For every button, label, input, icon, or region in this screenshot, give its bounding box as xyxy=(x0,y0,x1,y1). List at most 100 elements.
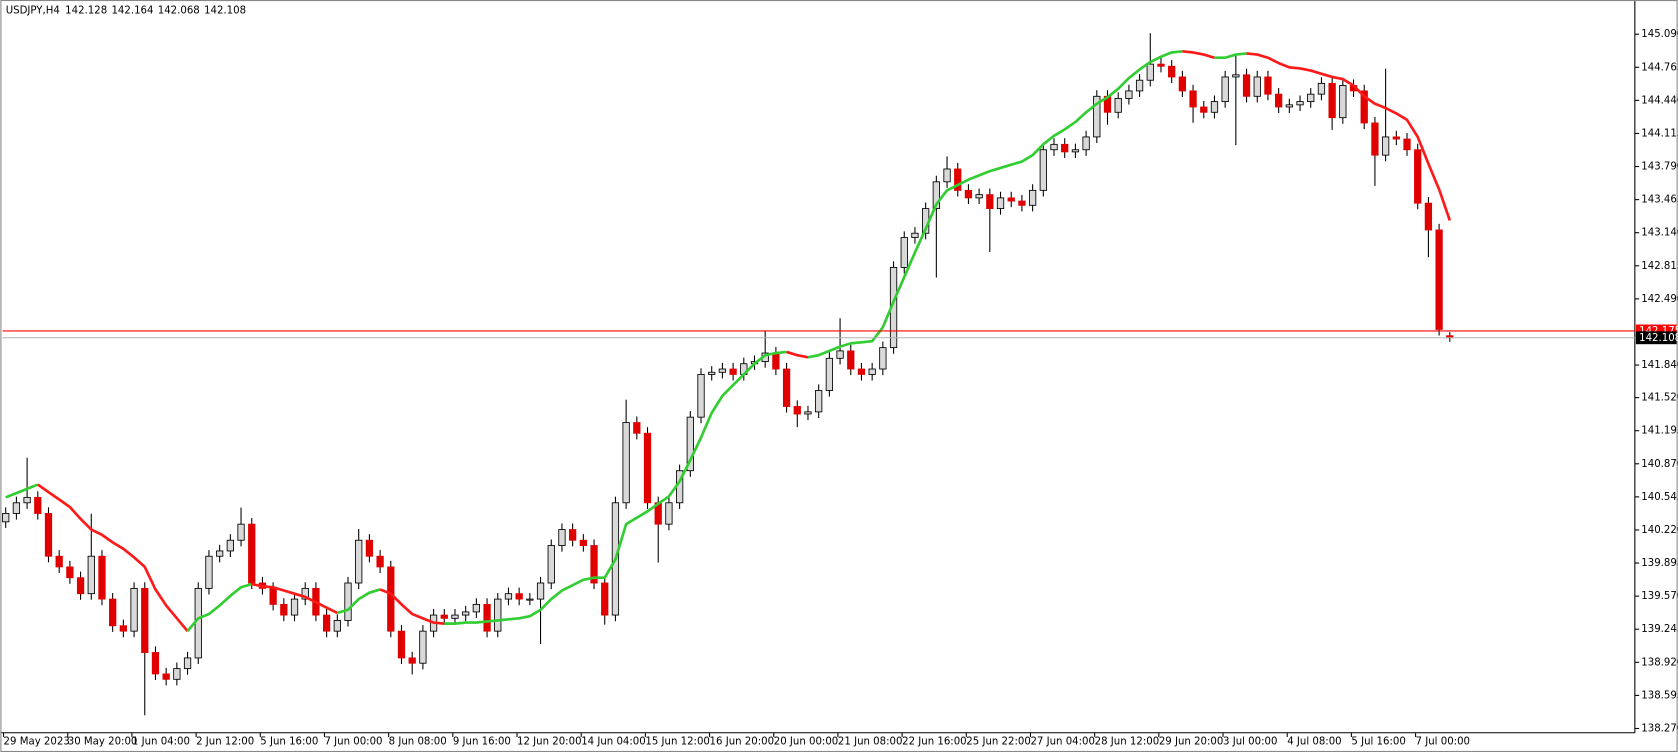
candle-body xyxy=(194,587,202,659)
candle-body xyxy=(1232,74,1240,78)
candle-body xyxy=(772,352,780,370)
candle-body xyxy=(1307,93,1315,103)
candle-body xyxy=(1275,93,1283,108)
moving-average xyxy=(1214,52,1247,60)
y-tick-label: 139.245 xyxy=(1641,624,1678,635)
candle-body xyxy=(1200,106,1208,113)
candle-body xyxy=(686,416,694,472)
candle-body xyxy=(536,582,545,600)
candle-body xyxy=(601,582,609,616)
candle-body xyxy=(419,630,427,664)
moving-average xyxy=(251,582,338,615)
candle-body xyxy=(322,614,331,632)
candle-body xyxy=(1253,76,1261,97)
candle-body xyxy=(216,550,224,557)
candle-body xyxy=(440,614,448,619)
x-tick-label: 28 Jun 12:00 xyxy=(1095,736,1160,747)
candle-body xyxy=(387,566,395,632)
candle-body xyxy=(558,529,566,546)
candle-body xyxy=(718,368,727,373)
y-tick-label: 139.895 xyxy=(1641,558,1678,569)
candle-body xyxy=(1328,82,1336,119)
x-tick-label: 4 Jul 08:00 xyxy=(1287,736,1341,747)
candle-body xyxy=(66,566,74,579)
candle-body xyxy=(98,555,106,600)
candle-body xyxy=(932,181,940,210)
candle-body xyxy=(1210,101,1219,113)
candle-body xyxy=(1082,136,1090,151)
header-open: 142.128 xyxy=(65,6,107,17)
candle-body xyxy=(130,587,138,632)
moving-average xyxy=(379,588,445,625)
candle-body xyxy=(1264,76,1272,95)
price-label-box xyxy=(1635,331,1677,345)
x-tick-label: 14 Jun 04:00 xyxy=(581,736,646,747)
candle-body xyxy=(633,422,641,434)
candle-body xyxy=(55,555,63,568)
x-tick-label: 5 Jul 16:00 xyxy=(1351,736,1405,747)
candle-body xyxy=(494,598,502,632)
candle-body xyxy=(290,598,299,616)
candle-body xyxy=(1050,143,1058,151)
candle-body xyxy=(1125,90,1133,99)
candle-body xyxy=(248,523,256,584)
x-tick-label: 22 Jun 16:00 xyxy=(902,736,967,747)
candle-body xyxy=(1093,95,1101,138)
candle-body xyxy=(141,587,149,653)
candle-body xyxy=(301,587,309,600)
y-tick-label: 143.465 xyxy=(1641,195,1678,206)
y-tick-label: 142.490 xyxy=(1641,294,1678,305)
candle-body xyxy=(12,502,21,514)
candle-body xyxy=(237,523,245,541)
candle-body xyxy=(483,603,491,632)
candle-body xyxy=(1157,63,1165,67)
y-tick-label: 141.840 xyxy=(1641,360,1678,371)
candle-body xyxy=(205,555,213,589)
x-tick-label: 2 Jun 12:00 xyxy=(196,736,254,747)
candle-body xyxy=(900,237,908,268)
candle-body xyxy=(162,673,170,680)
y-tick-label: 144.440 xyxy=(1641,95,1678,106)
moving-average xyxy=(186,582,253,633)
candle-body xyxy=(1435,229,1443,330)
candle-body xyxy=(397,630,406,659)
candle-body xyxy=(847,350,855,370)
candle-body xyxy=(729,368,737,375)
candle-body xyxy=(964,189,973,199)
candle-body xyxy=(226,539,234,552)
candle-body xyxy=(590,545,598,584)
candle-body xyxy=(911,232,919,238)
candle-body xyxy=(462,611,470,616)
candle-body xyxy=(1039,149,1047,191)
candle-body xyxy=(975,194,983,199)
candle-body xyxy=(280,603,288,616)
candle-body xyxy=(996,197,1005,210)
y-tick-label: 138.270 xyxy=(1641,723,1678,734)
candle-body xyxy=(547,545,555,584)
candle-body xyxy=(1339,85,1347,119)
candle-body xyxy=(344,582,352,621)
y-tick-label: 138.920 xyxy=(1641,657,1678,668)
candle-body xyxy=(376,555,384,568)
y-tick-label: 138.595 xyxy=(1641,690,1678,701)
y-tick-label: 139.570 xyxy=(1641,591,1678,602)
y-tick-label: 143.140 xyxy=(1641,228,1678,239)
candle-body xyxy=(879,347,887,370)
y-tick-label: 142.815 xyxy=(1641,261,1678,272)
header-close: 142.108 xyxy=(204,6,246,17)
candle-body xyxy=(569,529,577,541)
x-tick-label: 20 Jun 00:00 xyxy=(774,736,839,747)
candle-body xyxy=(333,620,341,632)
x-tick-label: 7 Jul 00:00 xyxy=(1416,736,1470,747)
candle-body xyxy=(697,373,705,418)
candle-body xyxy=(151,652,160,675)
candle-body xyxy=(526,598,534,601)
x-tick-label: 27 Jun 04:00 xyxy=(1030,736,1095,747)
candle-body xyxy=(804,411,812,415)
candle-body xyxy=(1061,143,1069,153)
x-tick-label: 3 Jul 00:00 xyxy=(1223,736,1277,747)
x-tick-label: 29 Jun 20:00 xyxy=(1159,736,1224,747)
candle-body xyxy=(472,603,481,613)
